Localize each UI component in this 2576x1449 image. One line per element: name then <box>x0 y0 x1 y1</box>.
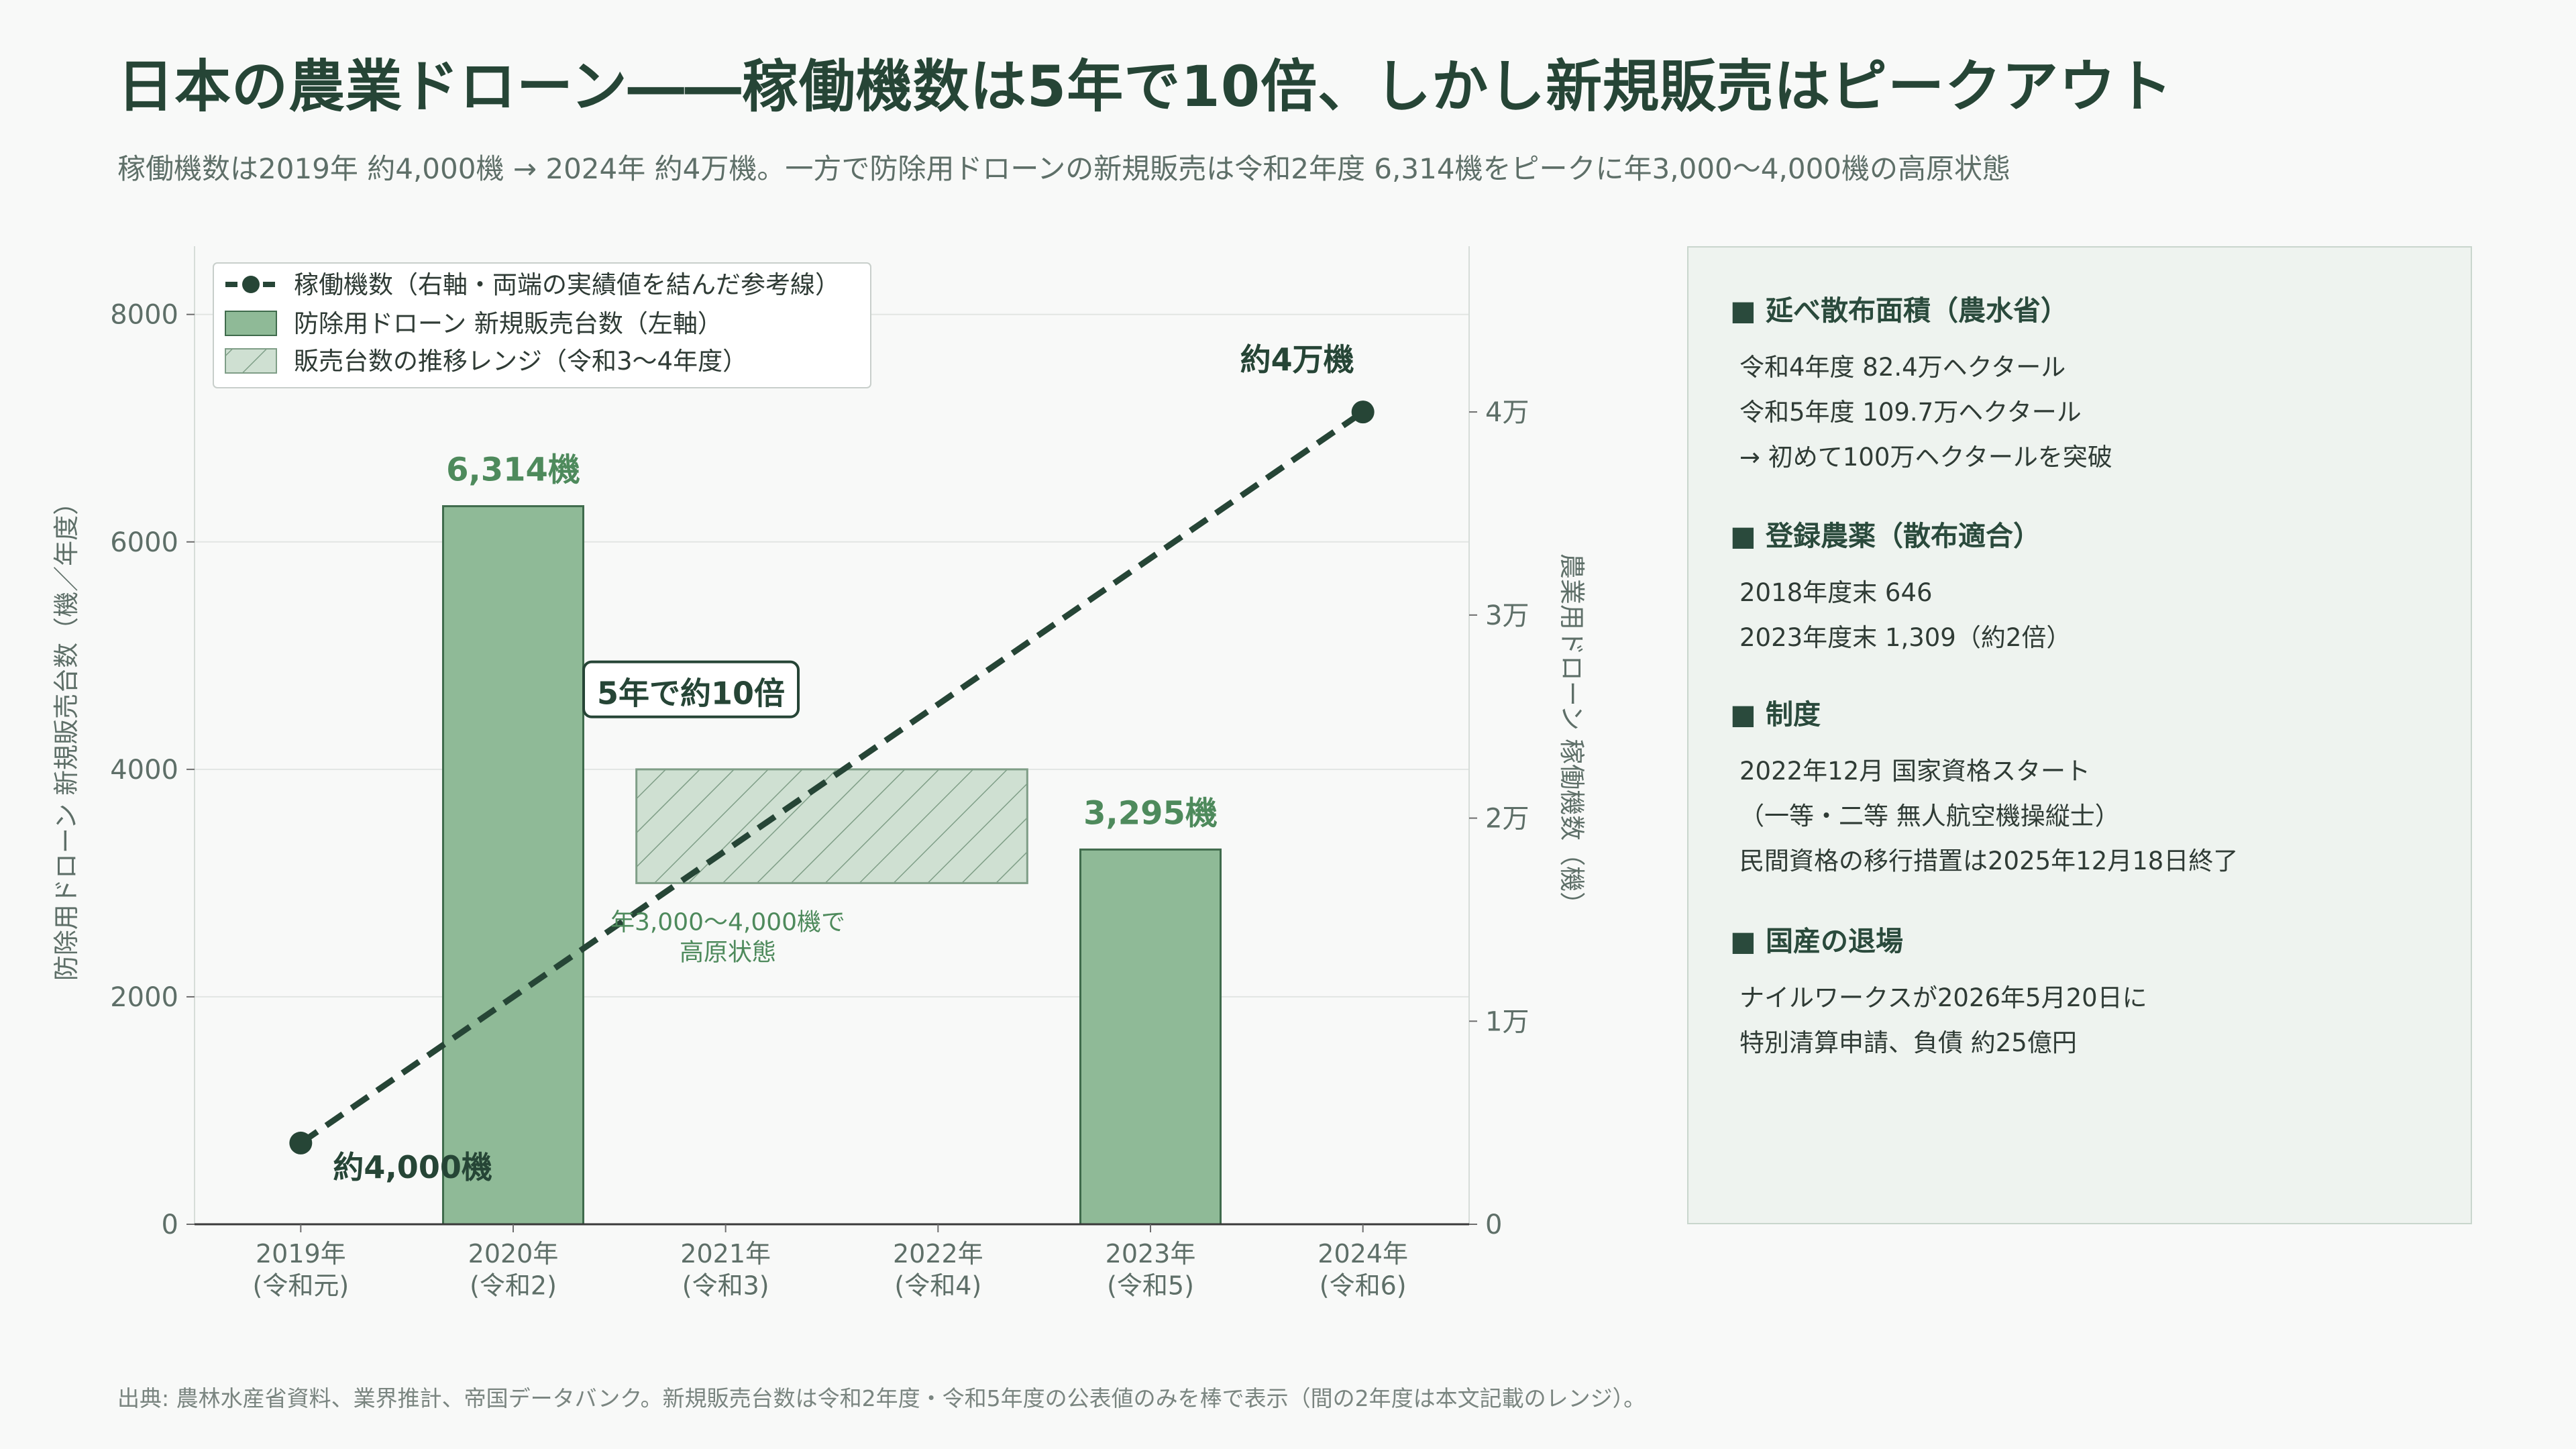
panel-section-line: 2023年度末 1,309（約2倍） <box>1739 623 2072 652</box>
bar-data-label: 3,295機 <box>1083 794 1218 832</box>
y2-tick-label: 1万 <box>1485 1006 1529 1037</box>
bar <box>442 505 584 1226</box>
info-panel: ■ 延べ散布面積（農水省） 令和4年度 82.4万ヘクタール 令和5年度 109.7… <box>1687 246 2472 1224</box>
y2-axis-title: 農業用ドローン 稼働機数（機） <box>1557 553 1587 917</box>
line-point <box>1351 400 1375 424</box>
panel-section-title: ■ 延べ散布面積（農水省） <box>1730 294 2069 327</box>
panel-section-line: → 初めて100万ヘクタールを突破 <box>1739 443 2112 472</box>
annotation-box <box>582 660 800 718</box>
y2-tick-label: 3万 <box>1485 600 1529 631</box>
y2-tick-label: 4万 <box>1485 397 1529 428</box>
line-point-label: 約4,000機 <box>333 1149 492 1185</box>
line-point-label: 約4万機 <box>1240 341 1354 378</box>
page-title: 日本の農業ドローン――稼働機数は5年で10倍、しかし新規販売はピークアウト <box>117 54 2174 119</box>
panel-section-line: 令和5年度 109.7万ヘクタール <box>1739 398 2082 427</box>
range-box <box>635 768 1028 884</box>
panel-section-line: （一等・二等 無人航空機操縦士） <box>1739 802 2120 830</box>
y-tick-label: 6000 <box>110 527 178 558</box>
x-tick-label: 2021年(令和3) <box>680 1239 771 1301</box>
source-note: 出典: 農林水産省資料、業界推計、帝国データバンク。新規販売台数は令和2年度・令… <box>117 1385 1646 1411</box>
bar-data-label: 6,314機 <box>446 451 580 489</box>
x-tick-label: 2023年(令和5) <box>1106 1239 1196 1301</box>
y2-tick-label: 2万 <box>1485 804 1529 835</box>
panel-section-line: 民間資格の移行措置は2025年12月18日終了 <box>1739 847 2239 875</box>
line-point <box>289 1131 313 1155</box>
x-tick-label: 2024年(令和6) <box>1318 1239 1408 1301</box>
x-tick-label: 2020年(令和2) <box>468 1239 559 1301</box>
panel-section-line: 令和4年度 82.4万ヘクタール <box>1739 353 2066 382</box>
y-tick-label: 2000 <box>110 982 178 1013</box>
legend-line-swatch-point <box>242 276 260 293</box>
annotation-plateau: 年3,000〜4,000機で高原状態 <box>610 908 845 966</box>
panel-section-title: ■ 国産の退場 <box>1730 925 1904 957</box>
x-tick-label: 2019年(令和元) <box>253 1239 350 1301</box>
y-axis-title: 防除用ドローン 新規販売台数（機／年度） <box>52 490 81 981</box>
bar <box>1079 848 1222 1226</box>
panel-section-line: 特別清算申請、負債 約25億円 <box>1739 1028 2077 1057</box>
panel-section-line: 2018年度末 646 <box>1739 578 1933 607</box>
legend-label: 防除用ドローン 新規販売台数（左軸） <box>294 309 722 338</box>
legend-label: 販売台数の推移レンジ（令和3〜4年度） <box>294 347 747 376</box>
page-subtitle: 稼働機数は2019年 約4,000機 → 2024年 約4万機。一方で防除用ドロ… <box>117 152 2011 185</box>
panel-section-line: 2022年12月 国家資格スタート <box>1739 757 2091 786</box>
panel-section-title: ■ 登録農薬（散布適合） <box>1730 520 2041 552</box>
panel-section-line: ナイルワークスが2026年5月20日に <box>1739 983 2147 1012</box>
y-tick-label: 0 <box>162 1210 178 1240</box>
x-tick-label: 2022年(令和4) <box>893 1239 983 1301</box>
legend-bar-swatch <box>225 311 277 336</box>
legend-label: 稼働機数（右軸・両端の実績値を結んだ参考線） <box>294 270 840 299</box>
y-tick-label: 8000 <box>110 300 178 331</box>
annotation-ten-times: 5年で約10倍 <box>597 676 785 712</box>
legend <box>213 262 871 388</box>
y-tick-label: 4000 <box>110 755 178 786</box>
drone-chart: 0 2000 4000 6000 8000 0 1万 2万 3万 4万 2019年(令和元) 2020… <box>52 246 1587 1301</box>
y2-tick-label: 0 <box>1485 1210 1502 1240</box>
panel-section-title: ■ 制度 <box>1730 698 1821 731</box>
legend-range-swatch <box>225 348 277 374</box>
